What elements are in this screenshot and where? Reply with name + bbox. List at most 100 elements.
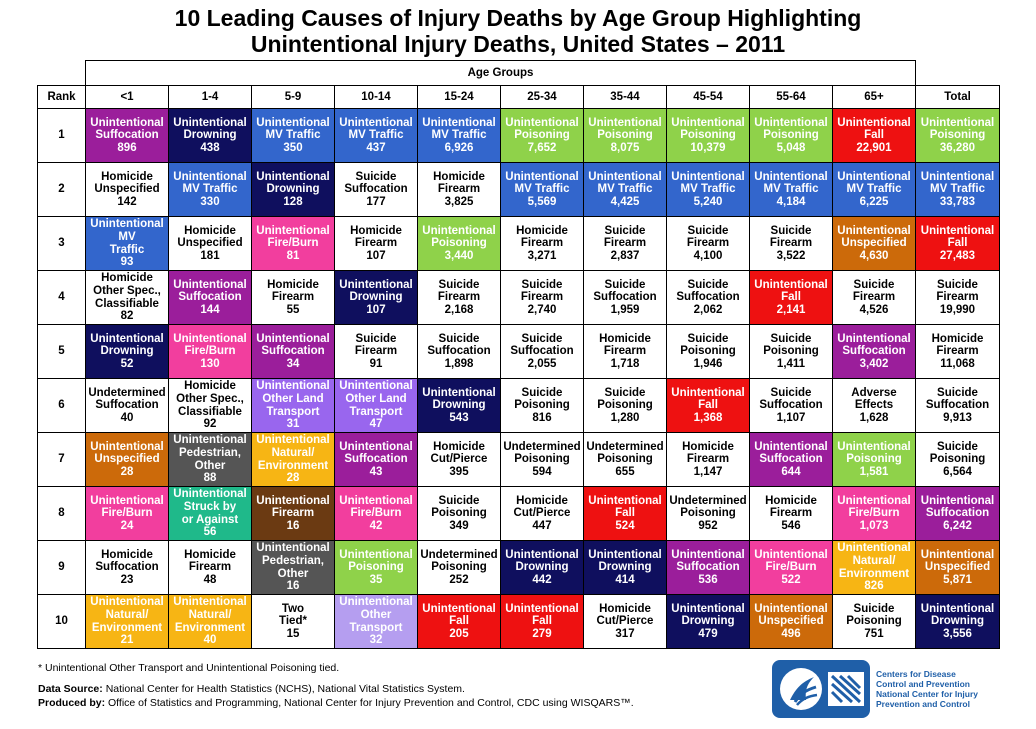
cause-cell: Unintentional Pedestrian, Other 88 xyxy=(168,432,252,487)
cause-cell: Unintentional Unspecified 4,630 xyxy=(832,216,916,271)
rank-cell: 10 xyxy=(37,594,86,649)
cdc-line-3: National Center for Injury xyxy=(876,689,979,699)
cause-cell: Homicide Firearm 48 xyxy=(168,540,252,595)
data-source: Data Source: National Center for Health … xyxy=(38,683,465,695)
cause-cell: Unintentional Suffocation 644 xyxy=(749,432,833,487)
cause-label: Unintentional Suffocation xyxy=(754,440,828,466)
page-title-line2: Unintentional Injury Deaths, United Stat… xyxy=(250,31,786,57)
death-count: 27,483 xyxy=(939,249,976,262)
cause-cell: Homicide Firearm 1,718 xyxy=(583,324,667,379)
cause-label: Unintentional Fall xyxy=(588,494,662,520)
cause-cell: Unintentional Poisoning 1,581 xyxy=(832,432,916,487)
death-count: 16 xyxy=(286,580,300,593)
table-row: 8 Unintentional Fire/Burn 24 Unintentional … xyxy=(37,486,1000,541)
age-group-header: 15-24 xyxy=(417,85,501,109)
death-count: 1,898 xyxy=(444,357,474,370)
death-count: 594 xyxy=(532,465,552,478)
cause-cell: Homicide Unspecified 181 xyxy=(168,216,252,271)
cause-label: Suicide Firearm xyxy=(354,332,398,358)
cause-label: Unintentional Natural/ Environment xyxy=(256,434,330,472)
cause-label: Unintentional MV Traffic xyxy=(339,116,413,142)
cause-label: Unintentional Suffocation xyxy=(90,116,164,142)
cause-label: Suicide Firearm xyxy=(437,278,481,304)
death-count: 1,147 xyxy=(693,465,723,478)
death-count: 1,718 xyxy=(610,357,640,370)
cause-label: Suicide Firearm xyxy=(686,224,730,250)
produced-by-label: Produced by: xyxy=(38,697,106,709)
death-count: 128 xyxy=(283,195,303,208)
table-row: 2 Homicide Unspecified 142 Unintentional MV… xyxy=(37,162,1000,217)
cause-label: Suicide Suffocation xyxy=(427,332,491,358)
cause-cell: Adverse Effects 1,628 xyxy=(832,378,916,433)
cause-label: Unintentional Fall xyxy=(837,116,911,142)
cause-label: Suicide Suffocation xyxy=(925,386,990,412)
death-count: 144 xyxy=(200,303,220,316)
death-count: 816 xyxy=(532,411,552,424)
cause-label: Unintentional Suffocation xyxy=(837,332,911,358)
age-groups-header: Age Groups xyxy=(85,60,916,86)
cause-label: Unintentional Drowning xyxy=(173,116,247,142)
table-row: 9 Homicide Suffocation 23 Homicide Firearm 4… xyxy=(37,540,1000,595)
super-header-blank-left xyxy=(38,61,86,86)
cause-cell: Unintentional Pedestrian, Other 16 xyxy=(251,540,335,595)
death-count: 1,107 xyxy=(776,411,806,424)
cause-cell: Suicide Firearm 3,522 xyxy=(749,216,833,271)
cause-label: Suicide Poisoning xyxy=(846,602,902,628)
cause-label: Suicide Firearm xyxy=(520,278,564,304)
cause-cell: Unintentional Suffocation 3,402 xyxy=(832,324,916,379)
cause-cell: Unintentional MV Traffic 5,240 xyxy=(666,162,750,217)
cause-cell: Suicide Firearm 91 xyxy=(334,324,418,379)
footnote: * Unintentional Other Transport and Unin… xyxy=(38,662,340,674)
cause-cell: Unintentional Fire/Burn 522 xyxy=(749,540,833,595)
cause-cell: Unintentional Poisoning 10,379 xyxy=(666,108,750,163)
cause-label: Unintentional Poisoning xyxy=(671,116,745,142)
cause-label: Unintentional Fire/Burn xyxy=(173,332,247,358)
cause-label: Undetermined Poisoning xyxy=(586,440,664,466)
cause-cell: Homicide Firearm 3,825 xyxy=(417,162,501,217)
cause-label: Homicide Firearm xyxy=(350,224,402,250)
death-count: 6,926 xyxy=(444,141,474,154)
death-count: 751 xyxy=(864,627,884,640)
cause-cell: Unintentional Drowning 479 xyxy=(666,594,750,649)
cause-label: Unintentional Drowning xyxy=(505,548,579,574)
age-group-header: 1-4 xyxy=(168,85,252,109)
cause-label: Unintentional MV Traffic xyxy=(671,170,745,196)
cause-label: Unintentional Fall xyxy=(754,278,828,304)
table-row: 7 Unintentional Unspecified 28 Unintentiona… xyxy=(37,432,1000,487)
cause-cell: Unintentional Natural/ Environment 40 xyxy=(168,594,252,649)
death-count: 92 xyxy=(203,418,217,431)
death-count: 35 xyxy=(369,573,383,586)
death-count: 177 xyxy=(366,195,386,208)
cause-cell: Unintentional Drowning 543 xyxy=(417,378,501,433)
cause-cell: Unintentional Fall 524 xyxy=(583,486,667,541)
cause-cell: Undetermined Poisoning 594 xyxy=(500,432,584,487)
rank-cell: 9 xyxy=(37,540,86,595)
total-header: Total xyxy=(915,85,1000,109)
cause-label: Suicide Poisoning xyxy=(514,386,570,412)
cause-label: Homicide Firearm xyxy=(433,170,485,196)
cause-cell: Homicide Firearm 1,147 xyxy=(666,432,750,487)
rank-cell: 3 xyxy=(37,216,86,271)
cause-label: Homicide Firearm xyxy=(599,332,651,358)
cause-cell: Unintentional Unspecified 5,871 xyxy=(915,540,1000,595)
cause-cell: Homicide Firearm 546 xyxy=(749,486,833,541)
death-count: 4,184 xyxy=(776,195,806,208)
cause-label: Unintentional Suffocation xyxy=(339,440,413,466)
cause-cell: Suicide Poisoning 751 xyxy=(832,594,916,649)
cause-cell: Unintentional Drowning 128 xyxy=(251,162,335,217)
cause-cell: Unintentional Firearm 16 xyxy=(251,486,335,541)
cause-label: Unintentional Fire/Burn xyxy=(90,494,164,520)
cause-cell: Suicide Suffocation 1,898 xyxy=(417,324,501,379)
death-count: 5,871 xyxy=(943,573,972,586)
death-count: 142 xyxy=(117,195,137,208)
death-count: 524 xyxy=(615,519,635,532)
cause-label: Suicide Poisoning xyxy=(929,440,986,466)
rank-cell: 7 xyxy=(37,432,86,487)
cause-cell: Homicide Suffocation 23 xyxy=(85,540,169,595)
death-count: 655 xyxy=(615,465,635,478)
cause-label: Unintentional MV Traffic xyxy=(256,116,330,142)
cause-cell: Unintentional Fall 27,483 xyxy=(915,216,1000,271)
cause-label: Unintentional Drowning xyxy=(422,386,496,412)
cause-label: Undetermined Poisoning xyxy=(669,494,747,520)
rank-cell: 8 xyxy=(37,486,86,541)
